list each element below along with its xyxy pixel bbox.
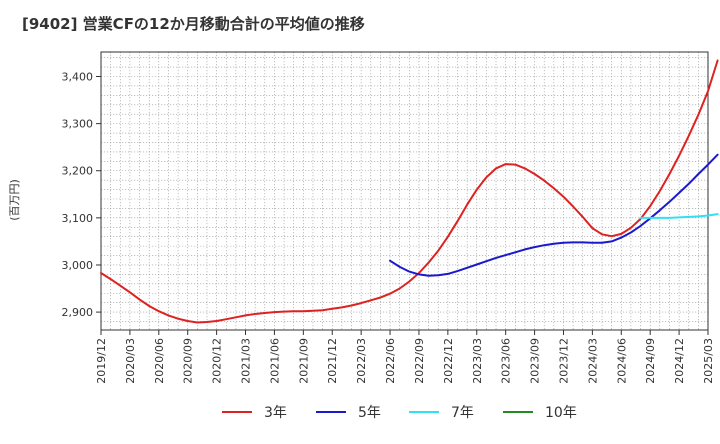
legend-label: 5年	[358, 405, 381, 421]
x-tick-label: 2021/09	[297, 338, 310, 384]
y-tick-label: 2,900	[62, 306, 94, 319]
series-line-7年	[639, 213, 719, 219]
x-tick-label: 2022/06	[384, 338, 397, 384]
legend-label: 3年	[264, 405, 287, 421]
x-tick-label: 2024/12	[673, 338, 686, 384]
y-tick-label: 3,400	[62, 71, 94, 84]
series-line-5年	[389, 153, 719, 277]
y-tick-label: 3,000	[62, 259, 94, 272]
grid	[100, 52, 709, 330]
x-tick-label: 2020/06	[153, 338, 166, 384]
x-tick-label: 2023/09	[529, 338, 542, 384]
legend-label: 7年	[451, 405, 474, 421]
x-tick-label: 2021/03	[240, 338, 253, 384]
x-tick-label: 2023/06	[500, 338, 513, 384]
legend-label: 10年	[545, 405, 577, 421]
axes: 2,900 3,000 3,100 3,200 3,300 3,400 2019/12 202…	[62, 51, 715, 384]
y-tick-label: 3,300	[62, 118, 94, 131]
series-lines	[100, 59, 719, 324]
chart-title: [9402] 営業CFの12か月移動合計の平均値の推移	[22, 15, 365, 33]
x-tick-label: 2024/03	[586, 338, 599, 384]
plot-frame	[100, 51, 709, 331]
x-tick-label: 2024/09	[644, 338, 657, 384]
x-tick-label: 2022/12	[442, 338, 455, 384]
legend: 3年 5年 7年 10年	[222, 405, 577, 421]
y-axis-label: (百万円)	[8, 179, 21, 221]
x-tick-label: 2023/03	[471, 338, 484, 384]
x-tick-label: 2023/12	[557, 338, 570, 384]
x-tick-label: 2024/06	[615, 338, 628, 384]
y-tick-label: 3,200	[62, 165, 94, 178]
x-tick-label: 2020/09	[182, 338, 195, 384]
x-tick-label: 2022/09	[413, 338, 426, 384]
x-tick-label: 2021/12	[326, 338, 339, 384]
x-tick-label: 2019/12	[95, 338, 108, 384]
series-line-3年	[100, 59, 719, 324]
x-tick-label: 2020/03	[124, 338, 137, 384]
y-tick-label: 3,100	[62, 212, 94, 225]
x-tick-label: 2022/03	[355, 338, 368, 384]
x-tick-label: 2025/03	[702, 338, 715, 384]
x-tick-label: 2020/12	[211, 338, 224, 384]
x-tick-label: 2021/06	[268, 338, 281, 384]
